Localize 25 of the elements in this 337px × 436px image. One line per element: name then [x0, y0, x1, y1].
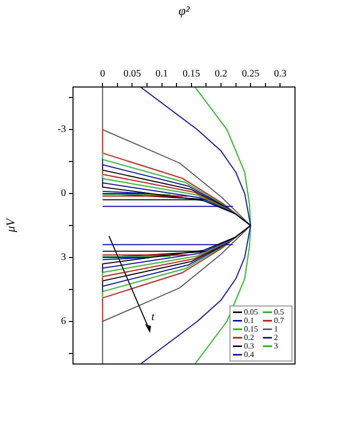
x-tick-label: 0.15 [182, 68, 200, 80]
y-axis-title: μV [3, 217, 18, 234]
x-axis-title: φ² [178, 3, 191, 18]
x-tick-label: 0.05 [123, 68, 141, 80]
legend-label: 1 [274, 324, 278, 334]
legend-label: 0.5 [274, 307, 284, 316]
x-tick-label: 0.1 [156, 68, 168, 80]
legend-label: 0.15 [244, 324, 258, 334]
legend-label: 3 [274, 341, 278, 350]
legend-label: 0.2 [244, 332, 254, 342]
y-tick-label: 3 [61, 252, 66, 264]
y-tick-label: 0 [61, 188, 66, 200]
legend-label: 0.05 [244, 307, 258, 316]
x-tick-label: 0 [100, 68, 106, 80]
legend-label: 0.4 [244, 350, 254, 359]
x-tick-label: 0.25 [242, 68, 260, 80]
annotation: t [151, 310, 156, 323]
x-tick-label: 0.3 [274, 68, 286, 80]
y-tick-label: 6 [61, 316, 66, 328]
legend-label: 2 [274, 332, 278, 342]
x-tick-label: 0.2 [214, 68, 228, 80]
y-tick-label: -3 [58, 124, 66, 136]
legend-label: 0.7 [274, 316, 284, 325]
legend-label: 0.3 [244, 341, 254, 350]
legend-label: 0.1 [244, 316, 254, 325]
